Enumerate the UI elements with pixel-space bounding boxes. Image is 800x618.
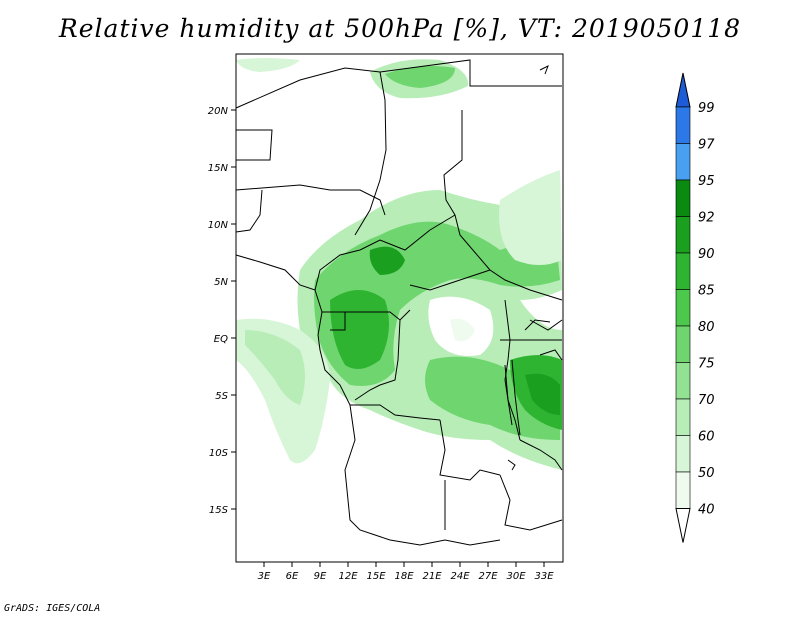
map-title: Relative humidity at 500hPa [%], VT: 201… [58, 14, 742, 43]
lat-label: 5S [215, 391, 228, 402]
colorbar-level-label: 97 [698, 138, 715, 153]
lon-label: 27E [478, 571, 498, 582]
map-frame [235, 53, 564, 563]
colorbar-level-label: 95 [698, 174, 715, 189]
colorbar: 99 97 95 92 90 85 80 75 70 60 50 40 [675, 72, 715, 543]
lon-label: 9E [314, 571, 327, 582]
colorbar-top-arrow [675, 72, 691, 108]
colorbar-level-label: 50 [698, 466, 715, 481]
lat-label: EQ [214, 334, 228, 345]
colorbar-segment [675, 325, 691, 363]
colorbar-level-label: 85 [698, 284, 715, 299]
longitude-axis: 3E 6E 9E 12E 15E 18E 21E 24E 27E 30E 33E [258, 562, 554, 582]
lat-label: 15N [208, 163, 229, 174]
country-boundaries [235, 59, 563, 546]
colorbar-segment [675, 252, 691, 290]
lon-label: 30E [506, 571, 526, 582]
colorbar-level-label: 75 [698, 357, 715, 372]
colorbar-level-label: 70 [698, 393, 715, 408]
colorbar-level-label: 99 [698, 101, 715, 116]
lon-label: 6E [286, 571, 299, 582]
colorbar-segment [675, 289, 691, 327]
lon-label: 24E [450, 571, 470, 582]
colorbar-segment [675, 106, 691, 144]
lon-label: 3E [258, 571, 271, 582]
lat-label: 10N [208, 220, 229, 231]
lat-label: 10S [209, 448, 229, 459]
colorbar-level-label: 40 [698, 503, 715, 518]
lat-label: 20N [208, 106, 229, 117]
lon-label: 21E [422, 571, 442, 582]
colorbar-level-label: 80 [698, 320, 715, 335]
colorbar-segment [675, 179, 691, 217]
lon-label: 15E [366, 571, 386, 582]
lon-label: 18E [394, 571, 414, 582]
lon-label: 12E [338, 571, 358, 582]
lon-label: 33E [534, 571, 554, 582]
grads-credit: GrADS: IGES/COLA [4, 603, 101, 614]
colorbar-level-label: 60 [698, 430, 715, 445]
lat-label: 5N [214, 277, 228, 288]
lakes [504, 64, 551, 471]
colorbar-segment [675, 398, 691, 436]
humidity-shading [236, 58, 562, 470]
colorbar-segment [675, 143, 691, 181]
latitude-axis: 20N 15N 10N 5N EQ 5S 10S 15S [208, 106, 236, 516]
colorbar-level-label: 92 [698, 211, 715, 226]
colorbar-bottom-arrow [675, 508, 691, 543]
colorbar-level-label: 90 [698, 247, 715, 262]
colorbar-segment [675, 471, 691, 509]
colorbar-segment [675, 435, 691, 473]
lat-label: 15S [209, 505, 229, 516]
colorbar-segment [675, 362, 691, 400]
colorbar-segment [675, 216, 691, 254]
